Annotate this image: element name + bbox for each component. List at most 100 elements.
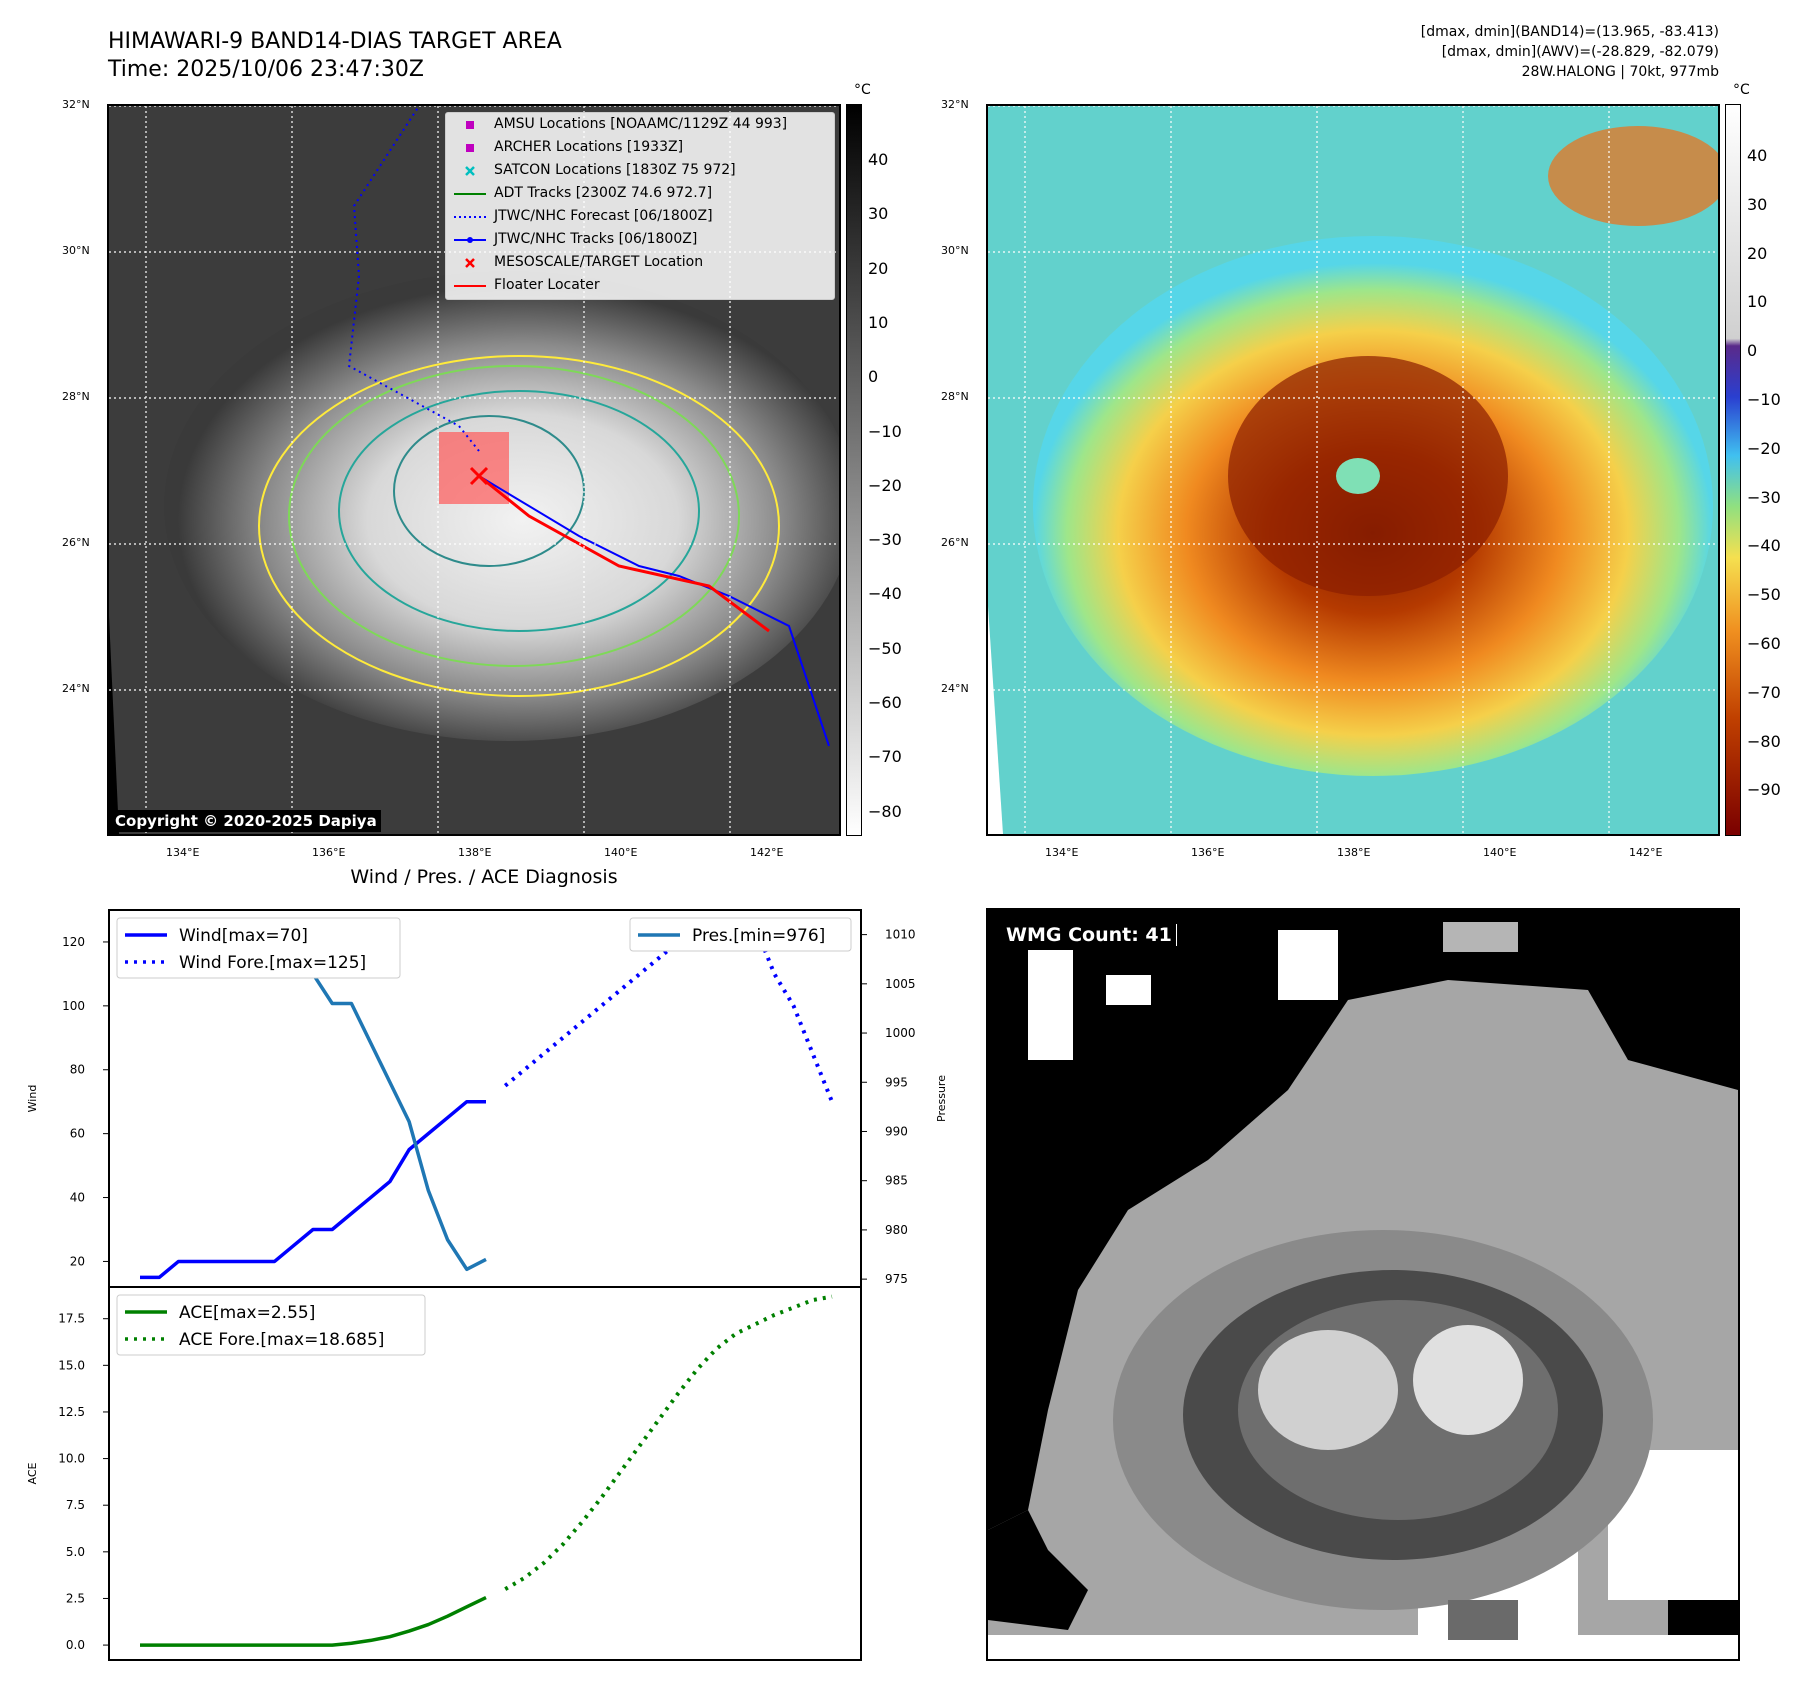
- legend-label: MESOSCALE/TARGET Location: [494, 254, 704, 270]
- lat-label: 30°N: [941, 244, 969, 257]
- wind-legend-label: Wind[max=70]: [179, 926, 308, 946]
- legend-symbol: [454, 237, 486, 243]
- ir-colorbar-tick: 40: [868, 150, 889, 169]
- info-storm: 28W.HALONG | 70kt, 977mb: [1521, 64, 1719, 80]
- legend-label: Floater Locater: [494, 277, 600, 293]
- wmg-count-label: WMG Count: 41: [1006, 924, 1177, 946]
- wind-ytick-label: 40: [70, 1191, 85, 1205]
- copyright-label: Copyright © 2020-2025 Dapiya: [111, 810, 381, 832]
- awv-colorbar-tick: −60: [1747, 634, 1781, 653]
- legend-item: SATCON Locations [1830Z 75 972]: [446, 159, 834, 182]
- awv-colorbar-tick: 0: [1747, 341, 1758, 361]
- ace-legend-label: ACE Fore.[max=18.685]: [179, 1330, 384, 1350]
- wmg-image: [988, 910, 1738, 1659]
- legend-symbol: [454, 193, 486, 195]
- lon-label: 142°E: [750, 846, 784, 859]
- legend-item: JTWC/NHC Forecast [06/1800Z]: [446, 205, 834, 228]
- awv-colorbar-tick: −20: [1747, 438, 1781, 458]
- ir-colorbar-tick: −70: [868, 747, 902, 767]
- wind-forecast-series-line: [503, 923, 834, 1103]
- info-awv: [dmax, dmin](AWV)=(-28.829, -82.079): [1441, 44, 1719, 60]
- wind-ytick-label: 120: [62, 935, 85, 949]
- diagnosis-title: Wind / Pres. / ACE Diagnosis: [350, 866, 618, 888]
- lon-label: 136°E: [312, 846, 346, 859]
- ir-colorbar-tick: −30: [868, 530, 902, 550]
- pres-ytick-label: 980: [885, 1223, 908, 1237]
- awv-map-panel: [986, 104, 1720, 836]
- pres-ytick-label: 1010: [885, 928, 916, 942]
- legend-item: Floater Locater: [446, 274, 834, 297]
- legend-label: AMSU Locations [NOAAMC/1129Z 44 993]: [494, 116, 788, 132]
- legend-item: MESOSCALE/TARGET Location: [446, 251, 834, 274]
- ace-ytick-label: 17.5: [58, 1312, 85, 1326]
- legend-symbol: [466, 144, 474, 152]
- awv-colorbar-tick: −90: [1747, 780, 1781, 800]
- awv-colorbar-tick: 30: [1747, 194, 1768, 214]
- awv-colorbar-tick: −70: [1747, 682, 1781, 702]
- ace-legend-box: [116, 1294, 426, 1356]
- awv-colorbar-tick: −40: [1747, 536, 1781, 556]
- awv-colorbar-tick: −10: [1747, 390, 1781, 409]
- ir-colorbar-tick: −80: [868, 801, 902, 821]
- diagnosis-chart: 20 40 60 80 100 120 975 980 985 990 995 1000 1005 101…: [26, 909, 948, 1661]
- lat-label: 24°N: [62, 682, 90, 695]
- ir-colorbar-tick: −40: [868, 584, 902, 604]
- ace-axis-label: ACE: [26, 1462, 39, 1484]
- ace-ytick-label: 12.5: [58, 1405, 85, 1419]
- awv-map-image: [988, 106, 1718, 834]
- chart-time: Time: 2025/10/06 23:47:30Z: [108, 57, 424, 82]
- awv-gridlines: [988, 106, 1718, 834]
- legend-symbol: [465, 258, 475, 268]
- pressure-legend-label: Pres.[min=976]: [692, 926, 825, 946]
- awv-colorbar-tick: −80: [1747, 731, 1781, 751]
- legend-item: AMSU Locations [NOAAMC/1129Z 44 993]: [446, 113, 834, 136]
- pressure-axis-label: Pressure: [935, 1075, 948, 1122]
- ace-ytick-label: 10.0: [58, 1452, 85, 1466]
- legend-label: ADT Tracks [2300Z 74.6 972.7]: [494, 185, 713, 201]
- awv-colorbar-tick: −30: [1747, 487, 1781, 507]
- pressure-legend-box: [629, 917, 852, 952]
- lat-label: 30°N: [62, 244, 90, 257]
- legend-label: JTWC/NHC Tracks [06/1800Z]: [494, 231, 698, 247]
- pres-ytick-label: 990: [885, 1124, 908, 1138]
- lat-label: 24°N: [941, 682, 969, 695]
- legend-item: JTWC/NHC Tracks [06/1800Z]: [446, 228, 834, 251]
- lon-label: 134°E: [1045, 846, 1079, 859]
- wind-legend-box: [116, 917, 401, 979]
- wind-ytick-label: 100: [62, 999, 85, 1013]
- lat-label: 28°N: [62, 390, 90, 403]
- ace-series-line: [140, 1595, 487, 1647]
- awv-colorbar-tick: 20: [1747, 243, 1768, 263]
- lat-label: 28°N: [941, 390, 969, 403]
- pres-ytick-label: 1005: [885, 977, 916, 991]
- lon-label: 138°E: [1337, 846, 1371, 859]
- lat-label: 32°N: [941, 98, 969, 111]
- legend-item: ADT Tracks [2300Z 74.6 972.7]: [446, 182, 834, 205]
- ir-colorbar-tick: 20: [868, 258, 889, 278]
- awv-colorbar-tick: 40: [1747, 146, 1768, 165]
- legend-label: SATCON Locations [1830Z 75 972]: [494, 162, 736, 178]
- ir-colorbar-tick: −10: [868, 421, 902, 441]
- ace-plot-frame: [108, 1286, 862, 1661]
- lon-label: 134°E: [166, 846, 200, 859]
- ace-ytick-label: 15.0: [58, 1358, 85, 1372]
- ir-map-panel: AMSU Locations [NOAAMC/1129Z 44 993] ARCH…: [107, 104, 841, 836]
- wind-legend-label: Wind Fore.[max=125]: [179, 953, 366, 973]
- pres-ytick-label: 1000: [885, 1026, 916, 1040]
- ir-colorbar: [846, 104, 862, 836]
- legend-symbol: [454, 285, 486, 287]
- map-legend: AMSU Locations [NOAAMC/1129Z 44 993] ARCH…: [445, 112, 835, 300]
- pres-ytick-label: 995: [885, 1075, 908, 1089]
- lon-label: 140°E: [1483, 846, 1517, 859]
- ir-colorbar-tick: −60: [868, 693, 902, 712]
- lat-label: 26°N: [941, 536, 969, 549]
- legend-symbol: [465, 166, 475, 176]
- legend-item: ARCHER Locations [1933Z]: [446, 136, 834, 159]
- lon-label: 142°E: [1629, 846, 1663, 859]
- ir-colorbar-unit: °C: [854, 82, 871, 98]
- legend-label: JTWC/NHC Forecast [06/1800Z]: [494, 208, 713, 224]
- ace-forecast-series-line: [504, 1294, 833, 1591]
- legend-symbol: [466, 121, 474, 129]
- wind-ytick-label: 60: [70, 1127, 85, 1141]
- target-marker: [469, 466, 489, 486]
